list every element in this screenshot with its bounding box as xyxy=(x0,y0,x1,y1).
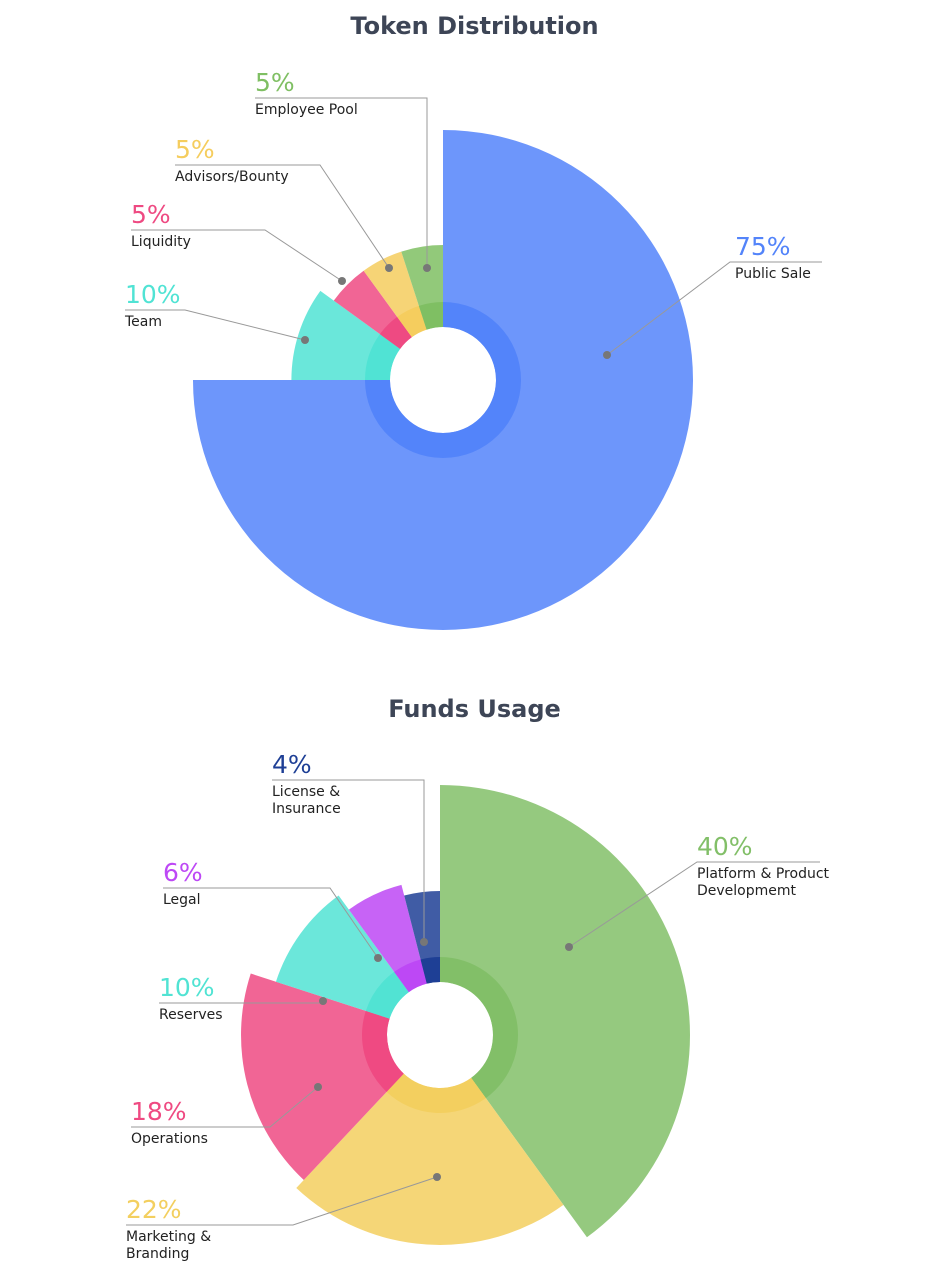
slice-label: 6% Legal xyxy=(163,858,203,909)
slice-label: 40% Platform & Product Developmemt xyxy=(697,832,837,900)
slice-core xyxy=(420,957,440,984)
value-label: 5% xyxy=(131,200,171,229)
value-label: 10% xyxy=(125,280,181,309)
leader-dot xyxy=(423,264,431,272)
category-label: Employee Pool xyxy=(255,102,358,118)
value-label: 18% xyxy=(131,1097,187,1126)
slice-label: 5% Advisors/Bounty xyxy=(175,135,289,186)
leader-line xyxy=(606,261,822,356)
category-label: Reserves xyxy=(159,1007,223,1023)
slice-label: 4% License & Insurance xyxy=(272,750,412,818)
slice-core xyxy=(418,302,443,330)
value-label: 4% xyxy=(272,750,312,779)
leader-line xyxy=(163,887,379,959)
leader-dot xyxy=(565,943,573,951)
category-label: Operations xyxy=(131,1131,208,1147)
slice-label: 75% Public Sale xyxy=(735,232,811,283)
slice-label: 18% Operations xyxy=(131,1097,208,1148)
leader-dot xyxy=(433,1173,441,1181)
category-label: Marketing & Branding xyxy=(126,1229,212,1262)
category-label: Advisors/Bounty xyxy=(175,169,289,185)
value-label: 40% xyxy=(697,832,753,861)
chart-title: Funds Usage xyxy=(388,695,561,723)
slice-core xyxy=(394,959,427,993)
leader-dot xyxy=(385,264,393,272)
value-label: 22% xyxy=(126,1195,182,1224)
slice-core xyxy=(386,1073,486,1113)
category-label: Liquidity xyxy=(131,234,191,250)
value-label: 75% xyxy=(735,232,791,261)
category-label: Team xyxy=(125,314,163,330)
slice-label: 5% Liquidity xyxy=(131,200,191,251)
slice-core xyxy=(365,971,409,1019)
slice xyxy=(440,785,691,1238)
leader-line xyxy=(272,779,425,942)
value-label: 10% xyxy=(159,973,215,1002)
leader-line xyxy=(255,97,428,268)
slice-core xyxy=(365,302,521,458)
leader-line xyxy=(175,164,390,269)
leader-dot xyxy=(319,997,327,1005)
slice-label: 10% Reserves xyxy=(159,973,223,1024)
leader-dot xyxy=(374,954,382,962)
category-label: Legal xyxy=(163,892,201,908)
category-label: Public Sale xyxy=(735,266,811,282)
slice-core xyxy=(397,305,427,338)
slice-core xyxy=(440,957,518,1099)
value-label: 6% xyxy=(163,858,203,887)
chart-title: Token Distribution xyxy=(350,12,599,40)
slice-core xyxy=(365,334,401,380)
slice-label: 22% Marketing & Branding xyxy=(126,1195,266,1263)
leader-line xyxy=(568,861,820,948)
category-label: License & Insurance xyxy=(272,784,341,817)
leader-dot xyxy=(301,336,309,344)
leader-dot xyxy=(314,1083,322,1091)
leader-line xyxy=(131,229,343,282)
leader-line xyxy=(131,1086,319,1128)
slice xyxy=(193,130,693,630)
leader-dot xyxy=(338,277,346,285)
slice-label: 5% Employee Pool xyxy=(255,68,358,119)
leader-line xyxy=(126,1176,438,1226)
leader-line xyxy=(125,309,306,341)
slice-core xyxy=(379,316,412,349)
leader-dot xyxy=(603,351,611,359)
category-label: Platform & Product Developmemt xyxy=(697,866,830,899)
value-label: 5% xyxy=(255,68,295,97)
leader-dot xyxy=(420,938,428,946)
slice-core xyxy=(362,1010,404,1092)
value-label: 5% xyxy=(175,135,215,164)
slice xyxy=(275,895,409,1019)
slice-label: 10% Team xyxy=(125,280,181,331)
